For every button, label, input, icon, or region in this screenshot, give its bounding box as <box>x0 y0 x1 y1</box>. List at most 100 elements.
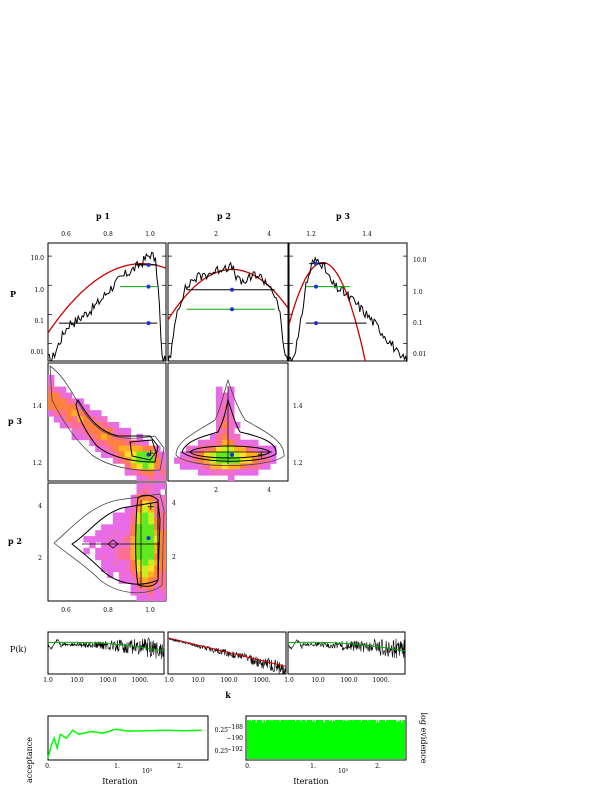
tick-p3-right-1: 1.2 <box>293 460 303 467</box>
hist-p2-p1-cell <box>124 565 132 572</box>
hist-p2-p1-cell <box>107 559 114 567</box>
contour-outer-p3-p1 <box>49 365 165 471</box>
pk2-xtick-2: 100.0 <box>220 677 237 684</box>
hist-p3-p2-cell <box>228 433 235 441</box>
tick-p1-top-2: 1.0 <box>145 231 155 238</box>
hist-p3-p1-cell <box>77 410 84 417</box>
pk-content-2 <box>168 637 286 674</box>
pk-model-2 <box>168 637 286 667</box>
hist-p3-p1-cell <box>112 422 120 429</box>
hist-p3-p1-cell <box>71 398 78 405</box>
hist-p2-p1-cell <box>160 494 166 502</box>
hist-p2-p1-cell <box>148 542 155 549</box>
hist-p3-p1-cell <box>101 422 108 429</box>
hist-p3-p1-cell <box>112 445 120 452</box>
hist-p3-p1-cell <box>48 404 55 411</box>
hist-p3-p2-cell <box>264 451 271 458</box>
hist-p3-p1-cell <box>89 422 96 429</box>
hist-p3-p1-cell <box>118 427 126 435</box>
hist-p2-p1-cell <box>112 553 120 561</box>
hist-p2-p1-cell <box>136 547 143 555</box>
hist-p3-p2-cell <box>228 398 235 405</box>
best-fit-marker-p3-p1 <box>147 450 154 457</box>
hist-p2-p1-cell <box>101 542 108 549</box>
row-label-P: P <box>10 289 16 299</box>
acceptance-ytick-top: 0.25 <box>215 727 229 734</box>
hist-p3-p2-cell <box>228 427 235 435</box>
hist-p2-p1-cell <box>154 553 161 561</box>
tick-logy-left-1: 1.0 <box>34 287 44 294</box>
interval-point-1-2 <box>146 262 151 267</box>
hist-p3-p2-cell <box>210 439 217 447</box>
hist-p3-p2-cell <box>192 457 199 464</box>
hist-p2-p1-cell <box>154 571 161 578</box>
hist-p2-p1-cell <box>154 530 161 537</box>
hist-p3-p1-cell <box>148 475 155 481</box>
hist-p2-p1-cell <box>142 506 149 513</box>
hist-p3-p2-cell <box>252 457 259 464</box>
hist-p2-p1-cell <box>101 553 108 561</box>
hist-p3-p1-cell <box>101 445 108 452</box>
hist-p2-p1-cell <box>160 565 166 572</box>
hist-p3-p2-cell <box>222 422 229 429</box>
tick-logy-right-1: 1.0 <box>413 289 423 296</box>
hist-p3-p2-cell <box>210 433 217 441</box>
hist-p2-p1-cell <box>130 518 137 525</box>
hist-p3-p1-cell <box>71 427 78 435</box>
acceptance-frame <box>47 715 209 761</box>
hist-p3-p2-cell <box>216 469 223 476</box>
hist-p3-p1-cell <box>136 433 143 441</box>
hist-p2-p1-cell <box>154 547 161 555</box>
acceptance-xscale: 10³ <box>142 768 153 775</box>
hist-p3-p2-cell <box>228 404 235 411</box>
contour-inner-p3-p1 <box>129 439 157 461</box>
hist-p2-p1-cell <box>142 542 149 549</box>
hist-p2-p1-cell <box>160 583 166 590</box>
pk2-xtick-1: 10.0 <box>191 677 205 684</box>
hist-p2-p1-cell <box>130 512 137 519</box>
hist-p2-p1-cell <box>154 589 161 596</box>
hist-p3-p2-cell <box>216 433 223 441</box>
hist-p3-p1-cell <box>142 445 149 452</box>
hist-p2-p1-cell <box>124 512 132 519</box>
hist-p2-p1-cell <box>148 506 155 513</box>
hist-p2-p1-cell <box>124 530 132 537</box>
hist-p2-p1-cell <box>136 530 143 537</box>
hist-p2-p1-cell <box>95 530 102 537</box>
hist-p3-p1-cell <box>53 404 61 411</box>
hist-p2-p1-cell <box>118 536 126 543</box>
hist-p3-p2-cell <box>234 469 241 476</box>
hist-p2-p1-cell <box>142 524 149 531</box>
pk1-xtick-0: 1.0 <box>43 677 53 684</box>
evidence-xlabel: Iteration <box>293 777 328 786</box>
hist-p2-p1-cell <box>118 577 126 584</box>
hist-p3-p1-cell <box>101 439 108 447</box>
interval-point-3-0 <box>313 321 318 326</box>
hist-p3-p2-cell <box>228 445 235 452</box>
hist-p3-p2-cell <box>234 422 241 429</box>
hist-p2-p1-cell <box>160 506 166 513</box>
hist-p3-p1-cell <box>142 469 149 476</box>
hist-p3-p2-cell <box>204 445 211 452</box>
pk2-xtick-0: 1.0 <box>164 677 174 684</box>
hist-p3-p2-cell <box>246 451 253 458</box>
hist-p2-p1-cell <box>154 559 161 567</box>
hist-p2-p1-cell <box>112 512 120 519</box>
hist-p2-p1-cell <box>148 512 155 519</box>
hist-p2-p1-cell <box>154 488 161 496</box>
pk1-xtick-2: 100.0 <box>99 677 116 684</box>
hist-p3-p1-cell <box>112 427 120 435</box>
hist-p3-p1-cell <box>136 439 143 447</box>
row-label-p2: p 2 <box>8 536 22 546</box>
hist-p3-p1-cell <box>83 433 90 441</box>
contour-outer-p2-p1 <box>53 493 165 594</box>
hist-p3-p2-cell <box>216 439 223 447</box>
hist-p3-p1-cell <box>65 410 73 417</box>
acceptance-ylabel: acceptance <box>25 737 34 783</box>
marginal-content-2 <box>168 261 288 361</box>
hist-p3-p1-cell <box>89 433 96 441</box>
hist-p3-p2-cell <box>216 416 223 423</box>
hist-p2-p1-cell <box>95 553 102 561</box>
hist-p3-p2-cell <box>210 463 217 470</box>
tick-p2-top-1: 4 <box>267 231 271 238</box>
